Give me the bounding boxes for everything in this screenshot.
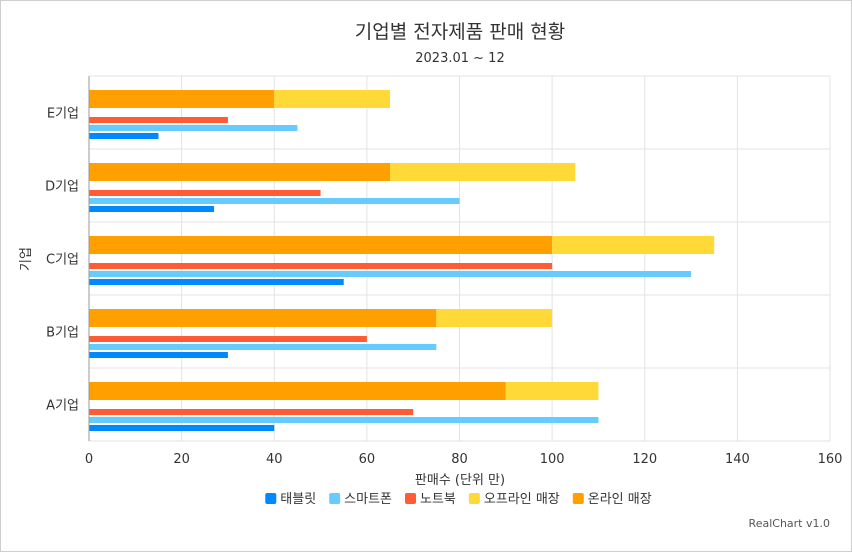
y-axis-title: 기업 xyxy=(19,247,34,271)
legend-label: 스마트폰 xyxy=(344,492,392,507)
bar-offline-store xyxy=(436,309,553,327)
chart-credit: RealChart v1.0 xyxy=(749,517,830,530)
bar-tablet xyxy=(89,279,344,285)
legend-swatch xyxy=(572,493,584,504)
bar-tablet xyxy=(89,352,228,358)
category-label: A기업 xyxy=(46,399,79,414)
bar-smartphone xyxy=(89,125,298,131)
legend-label: 온라인 매장 xyxy=(588,492,652,507)
bars-group xyxy=(89,90,715,431)
bar-notebook xyxy=(89,409,414,415)
bar-offline-store xyxy=(505,382,599,400)
bar-notebook xyxy=(89,336,367,342)
bar-notebook xyxy=(89,117,228,123)
legend-item-offline-store[interactable]: 오프라인 매장 xyxy=(468,492,560,507)
legend-label: 노트북 xyxy=(420,492,456,507)
legend-swatch xyxy=(405,493,417,504)
bar-offline-store xyxy=(274,90,391,108)
bar-smartphone xyxy=(89,198,460,204)
category-label: C기업 xyxy=(46,253,79,268)
legend-swatch xyxy=(265,493,277,504)
bar-tablet xyxy=(89,133,159,139)
bar-offline-store xyxy=(390,163,576,181)
bar-online-store xyxy=(89,90,275,108)
legend-swatch xyxy=(329,493,341,504)
category-axis: A기업 B기업 C기업 D기업 E기업 xyxy=(45,76,90,441)
x-tick-label: 40 xyxy=(266,452,283,467)
x-tick-label: 140 xyxy=(725,452,750,467)
bar-online-store xyxy=(89,309,437,327)
legend-swatch xyxy=(468,493,480,504)
x-tick-label: 100 xyxy=(540,452,565,467)
bar-smartphone xyxy=(89,417,599,423)
bar-tablet xyxy=(89,425,275,431)
bar-online-store xyxy=(89,236,553,254)
legend-label: 태블릿 xyxy=(280,492,316,507)
chart-subtitle: 2023.01 ~ 12 xyxy=(415,51,504,66)
x-tick-label: 60 xyxy=(359,452,376,467)
legend-item-smartphone[interactable]: 스마트폰 xyxy=(329,492,392,507)
legend-item-tablet[interactable]: 태블릿 xyxy=(265,492,316,507)
x-tick-label: 80 xyxy=(451,452,468,467)
x-tick-label: 20 xyxy=(173,452,190,467)
bar-tablet xyxy=(89,206,215,212)
x-tick-label: 160 xyxy=(818,452,843,467)
bar-notebook xyxy=(89,263,553,269)
category-label: D기업 xyxy=(45,180,79,195)
bar-online-store xyxy=(89,163,391,181)
bar-offline-store xyxy=(552,236,715,254)
legend: 태블릿 스마트폰 노트북 오프라인 매장 온라인 매장 xyxy=(265,492,652,507)
category-label: E기업 xyxy=(47,107,79,122)
legend-item-notebook[interactable]: 노트북 xyxy=(405,492,456,507)
value-axis: 0 20 40 60 80 100 120 140 160 xyxy=(85,452,843,467)
x-axis-title: 판매수 (단위 만) xyxy=(415,473,505,488)
category-label: B기업 xyxy=(46,326,79,341)
bar-notebook xyxy=(89,190,321,196)
x-tick-label: 120 xyxy=(632,452,657,467)
x-tick-label: 0 xyxy=(85,452,93,467)
bar-smartphone xyxy=(89,344,437,350)
bar-smartphone xyxy=(89,271,692,277)
bar-online-store xyxy=(89,382,506,400)
chart-title: 기업별 전자제품 판매 현황 xyxy=(355,21,565,43)
legend-label: 오프라인 매장 xyxy=(484,492,560,507)
legend-item-online-store[interactable]: 온라인 매장 xyxy=(572,492,652,507)
